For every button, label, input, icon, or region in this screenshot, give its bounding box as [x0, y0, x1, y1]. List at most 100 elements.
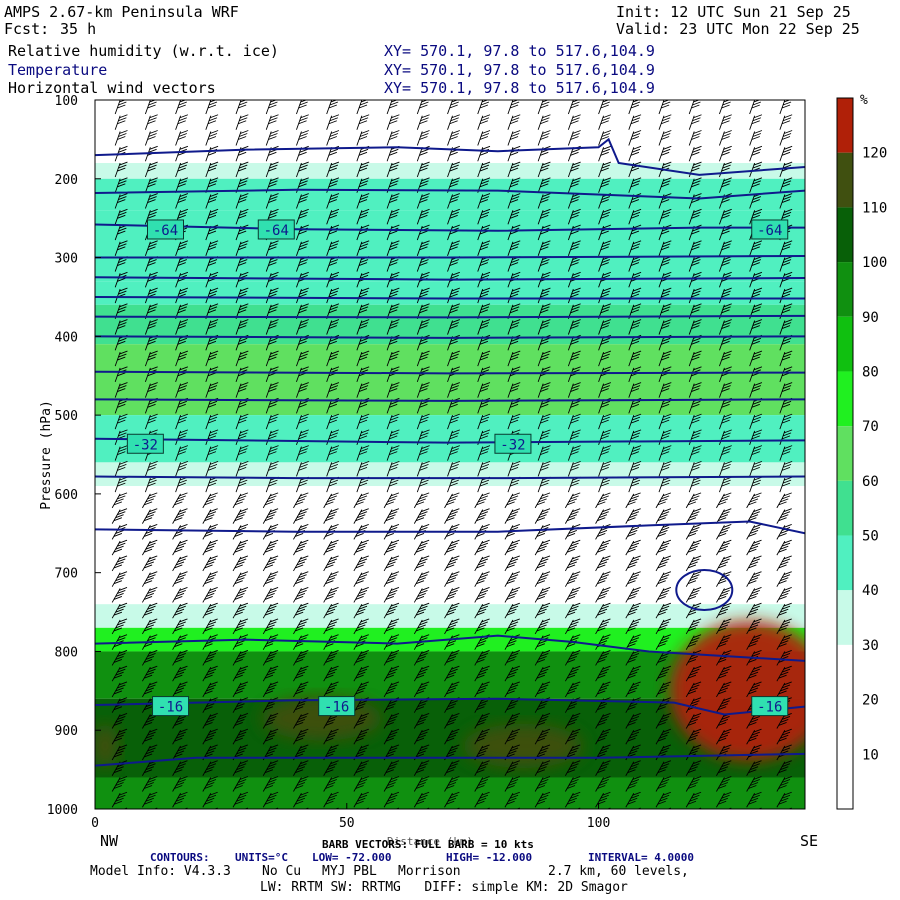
contour-label-text: -16	[757, 700, 782, 716]
contours-label: CONTOURS:	[150, 851, 210, 864]
barb-column-2	[172, 100, 189, 809]
plot-frame	[94, 99, 806, 810]
barb-column-21	[746, 100, 763, 809]
colorbar-band-4	[837, 316, 853, 372]
barb-path-20	[716, 100, 732, 809]
colorbar-band-0	[837, 98, 853, 153]
contour-label-text: -64	[153, 223, 178, 239]
barb-path-16	[595, 100, 612, 809]
rh-layer-1	[95, 178, 805, 211]
contour-label-text: -32	[133, 437, 158, 453]
xtick-label-100: 100	[587, 816, 610, 831]
colorbar-label-30: 30	[862, 638, 879, 654]
colorbar-band-9	[837, 590, 853, 645]
isotherm-9	[95, 398, 805, 402]
rh-maximum-1	[463, 723, 584, 768]
pbl-scheme: MYJ PBL	[322, 864, 377, 879]
barb-column-0	[111, 100, 128, 809]
colorbar-unit: %	[860, 93, 868, 108]
isotherm-6	[95, 314, 805, 319]
colorbar-label-90: 90	[862, 310, 879, 326]
field-wind-xy: XY= 570.1, 97.8 to 517.6,104.9	[384, 79, 655, 97]
colorbar-band-2	[837, 207, 853, 263]
colorbar-band-10	[837, 644, 853, 700]
contour-label-text: -32	[500, 437, 525, 453]
barb-column-22	[776, 100, 793, 809]
ytick-label-600: 600	[55, 488, 78, 503]
colorbar-label-110: 110	[862, 200, 887, 216]
rh-layer-3	[95, 281, 805, 305]
contour-label-box	[494, 433, 532, 454]
contour-label-box	[146, 219, 184, 240]
isotherm-15	[95, 752, 805, 767]
colorbar: 10 20 30 40 50 60 70 80 90 100 110 120%	[836, 93, 887, 810]
isotherm-closed	[675, 568, 734, 611]
colorbar-band-3	[837, 262, 853, 317]
contour-label-2-0: -16	[152, 696, 190, 717]
xtick-label-0: 0	[91, 816, 99, 831]
xtick-label-50: 50	[339, 816, 355, 831]
axis-layer: 100 200 300 400 500 600 700 800 900 1000 0 50 100 Pre…	[39, 94, 610, 831]
barb-path-15	[564, 100, 581, 809]
contour-label-layer: -64 -64 -64 -32 -32 -16 -16 -16	[126, 219, 789, 717]
isotherm-7	[95, 335, 805, 339]
isotherm-13	[95, 634, 805, 662]
ytick-label-900: 900	[55, 724, 78, 739]
barb-column-19	[685, 100, 702, 809]
barb-path-22	[776, 100, 793, 809]
barb-path-18	[655, 100, 672, 809]
contour-label-text: -16	[158, 700, 183, 716]
barb-column-17	[625, 100, 642, 809]
init-time: Init: 12 UTC Sun 21 Sep 25	[616, 3, 851, 21]
colorbar-label-70: 70	[862, 419, 879, 435]
model-info: Model Info: V4.3.3	[90, 864, 231, 879]
barb-path-14	[534, 100, 551, 809]
ytick-label-1000: 1000	[47, 803, 78, 818]
colorbar-band-12	[837, 754, 853, 809]
colorbar-band-5	[837, 371, 853, 427]
contour-label-2-2: -16	[751, 696, 789, 717]
cumulus-scheme: No Cu	[262, 864, 302, 879]
ytick-label-800: 800	[55, 645, 78, 660]
colorbar-label-80: 80	[862, 364, 879, 380]
ytick-label-700: 700	[55, 567, 78, 582]
barb-column-14	[534, 100, 551, 809]
colorbar-label-20: 20	[862, 693, 879, 709]
colorbar-label-10: 10	[862, 747, 879, 763]
contour-label-box	[751, 696, 789, 717]
isotherm-10	[95, 437, 805, 444]
isotherm-4	[95, 276, 805, 281]
colorbar-band-8	[837, 535, 853, 591]
rh-maximum-3	[95, 723, 120, 768]
colorbar-band-11	[837, 699, 853, 755]
barb-column-20	[716, 100, 732, 809]
contour-low: LOW= -72.000	[312, 851, 392, 864]
valid-time: Valid: 23 UTC Mon 22 Sep 25	[616, 20, 860, 38]
contour-label-box	[126, 433, 164, 454]
contour-label-text: -64	[264, 223, 289, 239]
contour-label-1-0: -32	[126, 433, 164, 454]
ytick-label-400: 400	[55, 330, 78, 345]
barb-legend: BARB VECTORS: FULL BARB = 10 kts	[322, 838, 534, 851]
microphysics-scheme: Morrison	[398, 864, 461, 879]
contour-label-box	[318, 696, 356, 717]
barb-path-19	[685, 100, 702, 809]
barb-column-15	[564, 100, 581, 809]
model-title: AMPS 2.67-km Peninsula WRF	[4, 3, 239, 21]
isotherm-0	[95, 137, 805, 176]
contour-label-box	[751, 219, 789, 240]
isotherm-11	[95, 475, 805, 480]
isotherm-8	[95, 370, 805, 375]
colorbar-band-6	[837, 426, 853, 481]
colorbar-band-7	[837, 480, 853, 536]
rh-layer-5	[95, 344, 805, 416]
isotherm-5	[95, 295, 805, 300]
colorbar-label-50: 50	[862, 529, 879, 545]
contour-label-2-1: -16	[318, 696, 356, 717]
field-temp-name: Temperature	[8, 61, 108, 79]
barb-column-18	[655, 100, 672, 809]
se-label: SE	[800, 832, 819, 850]
colorbar-frame	[836, 97, 854, 810]
contour-label-text: -16	[324, 700, 349, 716]
